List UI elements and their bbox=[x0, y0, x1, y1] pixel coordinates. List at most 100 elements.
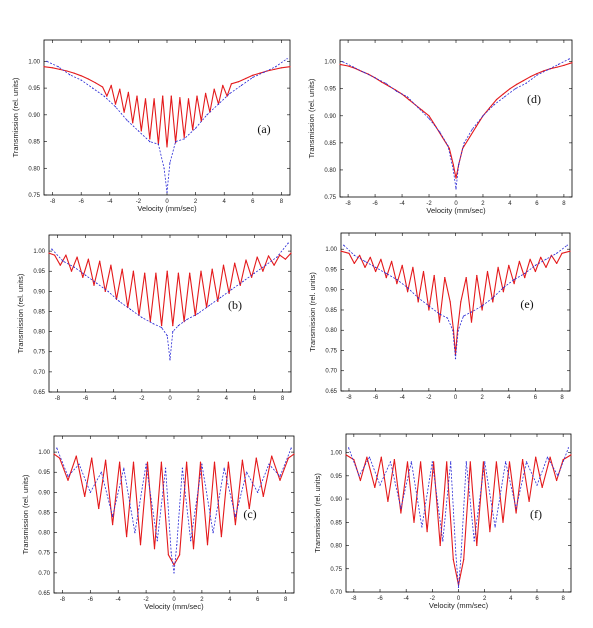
data-point-fit bbox=[170, 95, 172, 97]
data-point-fit bbox=[255, 457, 257, 459]
data-point-fit bbox=[167, 554, 169, 556]
data-point-fit bbox=[571, 62, 573, 64]
x-tick-label: -4 bbox=[400, 395, 406, 401]
data-point-data bbox=[145, 463, 147, 465]
data-point-fit bbox=[59, 68, 61, 70]
data-point-fit bbox=[556, 66, 558, 68]
x-tick-label: -2 bbox=[426, 395, 432, 401]
data-point-fit bbox=[549, 456, 551, 458]
data-point-data bbox=[242, 280, 244, 282]
y-tick-label: 0.80 bbox=[330, 544, 342, 550]
data-point-fit bbox=[52, 67, 54, 69]
data-point-data bbox=[80, 79, 82, 81]
data-point-fit bbox=[102, 86, 104, 88]
data-point-fit bbox=[226, 95, 228, 97]
data-point-fit bbox=[65, 254, 67, 256]
data-point-data bbox=[290, 447, 292, 449]
data-point-data bbox=[217, 103, 220, 105]
data-point-fit bbox=[251, 276, 253, 278]
data-point-fit bbox=[273, 68, 275, 70]
data-point-fit bbox=[348, 252, 350, 254]
data-point-fit bbox=[401, 264, 403, 266]
data-point-fit bbox=[172, 325, 174, 327]
data-point-fit bbox=[104, 290, 106, 292]
data-point-data bbox=[286, 58, 288, 60]
x-tick-label: 8 bbox=[284, 597, 288, 603]
data-point-fit bbox=[287, 457, 289, 459]
data-point-fit bbox=[489, 107, 491, 109]
data-point-fit bbox=[177, 272, 179, 274]
data-point-fit bbox=[570, 454, 572, 456]
panel-label: (d) bbox=[527, 92, 541, 106]
y-tick-label: 0.80 bbox=[33, 330, 45, 336]
data-point-fit bbox=[407, 291, 409, 293]
chart-panel-b: 0.65 0.70 0.75 0.80 0.85 0.90 0.95 1.00 -8 -6 -4 -2… bbox=[16, 234, 292, 402]
data-point-fit bbox=[234, 262, 236, 264]
x-tick-label: -4 bbox=[116, 597, 122, 603]
x-tick-label: -8 bbox=[345, 201, 351, 207]
data-point-fit bbox=[43, 66, 45, 68]
data-point-data bbox=[567, 447, 570, 449]
data-point-fit bbox=[290, 252, 292, 254]
x-tick-label: 4 bbox=[508, 201, 512, 207]
x-tick-label: 6 bbox=[251, 199, 255, 205]
data-point-fit bbox=[448, 147, 450, 149]
data-point-fit bbox=[75, 455, 77, 457]
chart-panel-d: 0.75 0.80 0.85 0.90 0.95 1.00 -8 -6 -4 -2 0 2 4 6 8 Vel… bbox=[307, 39, 573, 215]
x-tick-label: 4 bbox=[225, 396, 229, 402]
x-tick-label: 6 bbox=[535, 201, 539, 207]
data-point-data bbox=[252, 76, 254, 78]
y-tick-label: 0.70 bbox=[38, 571, 50, 577]
data-point-data bbox=[460, 554, 462, 556]
x-tick-label: 6 bbox=[534, 395, 538, 401]
data-point-fit bbox=[353, 459, 355, 461]
data-point-data bbox=[473, 540, 475, 542]
data-point-fit bbox=[187, 98, 190, 100]
data-point-data bbox=[195, 127, 197, 129]
data-point-data bbox=[62, 260, 64, 262]
data-point-fit bbox=[132, 461, 135, 463]
data-point-fit bbox=[412, 266, 414, 268]
data-point-fit bbox=[119, 461, 121, 463]
data-point-fit bbox=[248, 507, 250, 510]
data-point-data bbox=[410, 461, 412, 463]
plot-frame bbox=[48, 234, 292, 393]
data-point-fit bbox=[495, 99, 498, 101]
x-tick-label: 8 bbox=[562, 201, 566, 207]
data-point-fit bbox=[82, 276, 84, 278]
data-point-fit bbox=[279, 479, 281, 481]
data-point-data bbox=[183, 138, 185, 140]
y-tick-label: 0.85 bbox=[33, 309, 45, 315]
data-point-fit bbox=[259, 72, 261, 74]
data-point-fit bbox=[468, 136, 471, 138]
y-tick-label: 0.95 bbox=[324, 87, 336, 93]
data-point-data bbox=[428, 117, 430, 120]
data-point-fit bbox=[123, 111, 125, 113]
data-point-data bbox=[406, 96, 408, 98]
data-point-fit bbox=[110, 264, 112, 266]
x-tick-label: 0 bbox=[172, 597, 176, 603]
y-tick-label: 1.00 bbox=[38, 450, 50, 456]
data-point-fit bbox=[375, 270, 377, 273]
y-tick-label: 0.75 bbox=[33, 350, 45, 356]
data-point-fit bbox=[252, 74, 254, 76]
data-point-data bbox=[545, 258, 547, 260]
data-point-fit bbox=[374, 486, 376, 488]
data-point-fit bbox=[502, 521, 504, 523]
data-point-data bbox=[546, 456, 549, 458]
data-point-fit bbox=[166, 270, 168, 272]
x-axis-title: Velocity (mm/sec) bbox=[137, 204, 197, 213]
data-point-fit bbox=[105, 459, 107, 461]
data-point-data bbox=[375, 266, 377, 268]
y-tick-label: 0.80 bbox=[28, 166, 40, 172]
data-point-data bbox=[463, 142, 465, 144]
series-line-fit bbox=[339, 62, 573, 179]
x-tick-label: -2 bbox=[139, 396, 145, 402]
data-point-data bbox=[385, 272, 387, 275]
data-point-fit bbox=[161, 325, 163, 327]
data-point-fit bbox=[136, 95, 138, 97]
data-point-fit bbox=[535, 456, 537, 458]
data-point-data bbox=[447, 145, 449, 147]
data-point-fit bbox=[541, 486, 543, 488]
y-tick-label: 0.90 bbox=[33, 289, 45, 295]
